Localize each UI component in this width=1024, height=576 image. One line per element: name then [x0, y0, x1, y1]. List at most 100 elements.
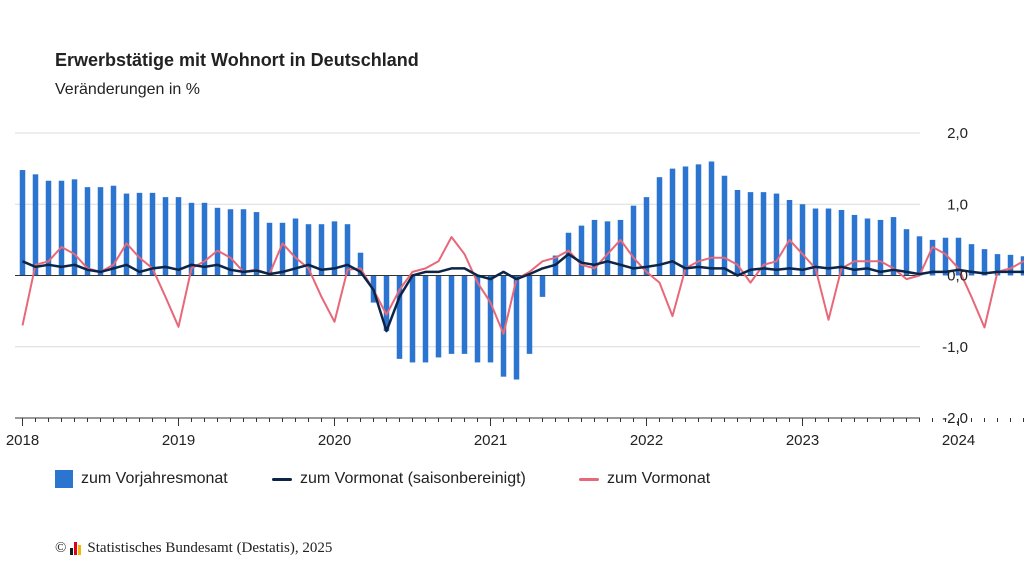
legend-swatch-bar	[55, 470, 73, 488]
bar-vorjahresmonat	[812, 208, 819, 276]
bar-vorjahresmonat	[435, 275, 442, 358]
bar-vorjahresmonat	[591, 219, 598, 276]
bar-vorjahresmonat	[786, 199, 793, 276]
bar-vorjahresmonat	[149, 192, 156, 276]
bar-vorjahresmonat	[279, 222, 286, 276]
bar-vorjahresmonat	[162, 197, 169, 276]
bar-vorjahresmonat	[45, 180, 52, 276]
x-tick-label: 2021	[474, 432, 507, 449]
bar-vorjahresmonat	[253, 212, 260, 276]
x-tick-label: 2023	[786, 432, 819, 449]
bar-vorjahresmonat	[266, 222, 273, 276]
bar-vorjahresmonat	[240, 209, 247, 276]
bar-vorjahresmonat	[422, 275, 429, 363]
bar-vorjahresmonat	[929, 239, 936, 276]
bar-vorjahresmonat	[201, 202, 208, 276]
x-tick-label: 2020	[318, 432, 351, 449]
bar-vorjahresmonat	[617, 219, 624, 276]
legend-item-vormonat-saisonbereinigt: zum Vormonat (saisonbereinigt)	[272, 470, 526, 488]
legend-swatch-line-dark	[272, 477, 292, 481]
x-tick-label: 2018	[6, 432, 39, 449]
x-tick-label: 2022	[630, 432, 663, 449]
y-tick-label: -2,0	[942, 410, 968, 427]
bar-vorjahresmonat	[409, 275, 416, 363]
bar-vorjahresmonat	[396, 275, 403, 359]
x-tick-label: 2019	[162, 432, 195, 449]
bar-vorjahresmonat	[942, 237, 949, 276]
bar-vorjahresmonat	[643, 197, 650, 276]
bar-vorjahresmonat	[877, 219, 884, 276]
bar-vorjahresmonat	[981, 249, 988, 276]
bar-vorjahresmonat	[773, 193, 780, 276]
bar-vorjahresmonat	[1007, 254, 1014, 276]
bar-vorjahresmonat	[747, 192, 754, 276]
bar-vorjahresmonat	[448, 275, 455, 354]
bar-vorjahresmonat	[916, 236, 923, 276]
bar-vorjahresmonat	[695, 164, 702, 276]
bar-vorjahresmonat	[539, 275, 546, 297]
y-tick-label: -1,0	[942, 339, 968, 356]
chart-svg: 2018 2019 2020 2021 2022 2023 2024 2,0 1,0 0,0 -1,…	[6, 125, 1024, 449]
bar-vorjahresmonat	[110, 185, 117, 276]
bar-vorjahresmonat	[19, 170, 26, 276]
bar-vorjahresmonat	[799, 204, 806, 276]
bar-vorjahresmonat	[903, 229, 910, 276]
bar-vorjahresmonat	[461, 275, 468, 354]
bar-vorjahresmonat	[630, 205, 637, 276]
destatis-logo-icon	[70, 542, 82, 555]
bar-vorjahresmonat	[331, 221, 338, 276]
bar-vorjahresmonat	[227, 209, 234, 276]
legend-swatch-line-red	[579, 477, 599, 481]
source-text: Statistisches Bundesamt (Destatis), 2025	[87, 540, 333, 556]
bar-vorjahresmonat	[474, 275, 481, 363]
bar-vorjahresmonat	[136, 192, 143, 276]
y-tick-label: 2,0	[947, 125, 968, 142]
chart-subtitle: Veränderungen in %	[55, 81, 200, 98]
bar-vorjahresmonat	[357, 252, 364, 276]
bar-vorjahresmonat	[825, 208, 832, 276]
bar-vorjahresmonat	[708, 161, 715, 276]
bar-vorjahresmonat	[721, 175, 728, 276]
bar-vorjahresmonat	[760, 192, 767, 276]
bar-vorjahresmonat	[487, 275, 494, 363]
bar-vorjahresmonat	[994, 254, 1001, 276]
line-vormonat	[21, 236, 1024, 335]
legend-item-vormonat: zum Vormonat	[579, 470, 710, 488]
bar-vorjahresmonat	[838, 209, 845, 276]
legend-label-vormonat-saisonbereinigt: zum Vormonat (saisonbereinigt)	[300, 470, 526, 487]
bar-vorjahresmonat	[851, 214, 858, 276]
legend-label-vorjahresmonat: zum Vorjahresmonat	[81, 470, 228, 487]
bar-vorjahresmonat	[526, 275, 533, 354]
bar-vorjahresmonat	[318, 224, 325, 276]
y-tick-label: 0,0	[947, 268, 968, 285]
bar-vorjahresmonat	[71, 179, 78, 276]
source-credit: © Statistisches Bundesamt (Destatis), 20…	[55, 540, 332, 557]
bar-vorjahresmonat	[578, 225, 585, 276]
bar-vorjahresmonat	[513, 275, 520, 380]
bar-vorjahresmonat	[955, 237, 962, 276]
bar-vorjahresmonat	[968, 244, 975, 276]
bar-vorjahresmonat	[292, 218, 299, 276]
bar-vorjahresmonat	[383, 275, 390, 332]
bar-vorjahresmonat	[500, 275, 507, 377]
bar-vorjahresmonat	[682, 166, 689, 276]
bar-vorjahresmonat	[305, 224, 312, 276]
bar-vorjahresmonat	[58, 180, 65, 276]
bar-vorjahresmonat	[604, 221, 611, 276]
line-vormonat-saisonbereinigt	[22, 252, 1024, 333]
y-tick-label: 1,0	[947, 196, 968, 213]
bar-vorjahresmonat	[1020, 256, 1024, 276]
legend-item-vorjahresmonat: zum Vorjahresmonat	[55, 470, 228, 488]
chart-title: Erwerbstätige mit Wohnort in Deutschland	[55, 50, 419, 70]
x-tick-label: 2024	[942, 432, 975, 449]
bar-vorjahresmonat	[734, 190, 741, 276]
bar-vorjahresmonat	[890, 217, 897, 276]
bar-vorjahresmonat	[175, 197, 182, 276]
bar-vorjahresmonat	[188, 202, 195, 276]
bar-vorjahresmonat	[123, 193, 130, 276]
bar-vorjahresmonat	[32, 174, 39, 276]
bar-vorjahresmonat	[669, 168, 676, 276]
legend-label-vormonat: zum Vormonat	[607, 470, 711, 487]
bar-vorjahresmonat	[344, 224, 351, 276]
bar-vorjahresmonat	[656, 177, 663, 276]
